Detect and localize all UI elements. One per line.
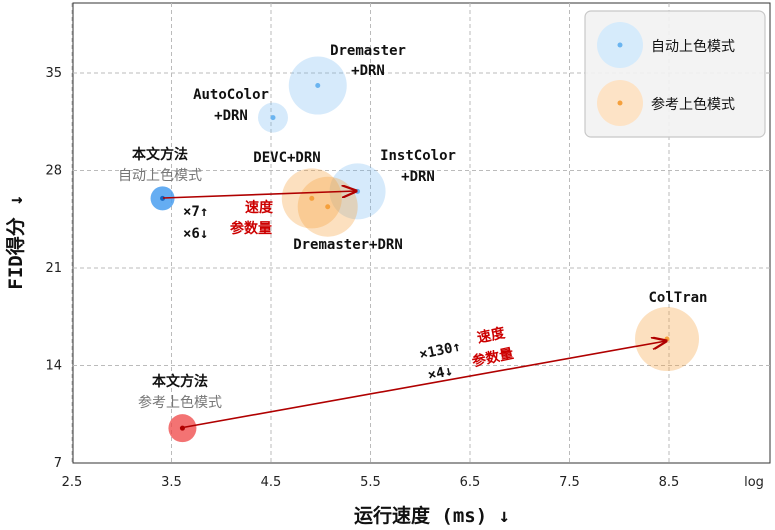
x-tick-label: 3.5 [161, 475, 182, 490]
bubbles [150, 56, 700, 443]
ann-line: 参数量 [230, 220, 272, 237]
legend: 自动上色模式 参考上色模式 [584, 10, 766, 138]
legend-label-ref: 参考上色模式 [651, 96, 735, 113]
ann-line: ×4↓ [426, 363, 454, 384]
x-tick-label: 7.5 [559, 475, 580, 490]
y-axis-title: FID得分 ↓ [4, 194, 27, 289]
point-label-ours-ref: 本文方法参考上色模式 [138, 373, 222, 411]
label-line: +DRN [351, 63, 385, 79]
annotation-auto-metrics: 速度参数量 [230, 199, 274, 237]
ann-line: 速度 [476, 324, 508, 347]
tick-labels: 2.5 3.5 4.5 5.5 6.5 7.5 8.5 7 14 21 28 35 [45, 66, 679, 490]
label-line: InstColor [380, 148, 456, 164]
label-line: 本文方法 [132, 146, 188, 163]
point-label-dremaster-drn-auto: Dremaster +DRN [330, 43, 406, 79]
ann-line: 速度 [245, 199, 274, 216]
label-line: +DRN [214, 108, 248, 124]
y-tick-label: 28 [45, 164, 62, 179]
y-tick-label: 14 [45, 359, 62, 374]
label-line: 参考上色模式 [138, 394, 222, 411]
x-tick-label: 8.5 [659, 475, 680, 490]
label-line: AutoColor [193, 87, 269, 103]
ann-line: ×6↓ [183, 226, 208, 242]
x-tick-label: 6.5 [460, 475, 481, 490]
y-tick-label: 21 [45, 261, 62, 276]
y-tick-label: 7 [54, 456, 62, 471]
legend-dot-auto [617, 42, 623, 48]
label-line: 自动上色模式 [118, 167, 202, 184]
point-label-autocolor-drn: AutoColor +DRN [193, 87, 269, 124]
point-label-instcolor-drn: InstColor +DRN [380, 148, 456, 185]
point-label-ours-auto: 本文方法自动上色模式 [118, 146, 202, 184]
legend-dot-ref [617, 100, 623, 106]
label-line: Dremaster [330, 43, 406, 59]
data-point [270, 115, 276, 121]
x-tick-label: 5.5 [360, 475, 381, 490]
improvement-arrow-ref [179, 341, 666, 429]
label-line: 本文方法 [152, 373, 208, 390]
ann-line: ×7↑ [183, 204, 208, 220]
point-label-coltran: ColTran [648, 290, 707, 306]
label-line: +DRN [401, 169, 435, 185]
y-tick-label: 35 [45, 66, 62, 81]
improvement-arrow-auto [162, 191, 356, 199]
x-axis-title: 运行速度 (ms) ↓ [354, 504, 510, 527]
x-tick-label: 4.5 [261, 475, 282, 490]
data-point [309, 195, 315, 201]
data-point [160, 195, 166, 201]
x-tick-label: 2.5 [62, 475, 83, 490]
annotation-auto-ratios: ×7↑ ×6↓ [183, 204, 208, 242]
point-label-devc-drn: DEVC+DRN [253, 150, 320, 166]
x-axis-unit-label: log [744, 475, 764, 490]
data-point [325, 204, 331, 210]
data-point [315, 83, 321, 89]
legend-label-auto: 自动上色模式 [651, 38, 735, 55]
point-label-dremaster-drn-ref: Dremaster+DRN [293, 237, 403, 253]
